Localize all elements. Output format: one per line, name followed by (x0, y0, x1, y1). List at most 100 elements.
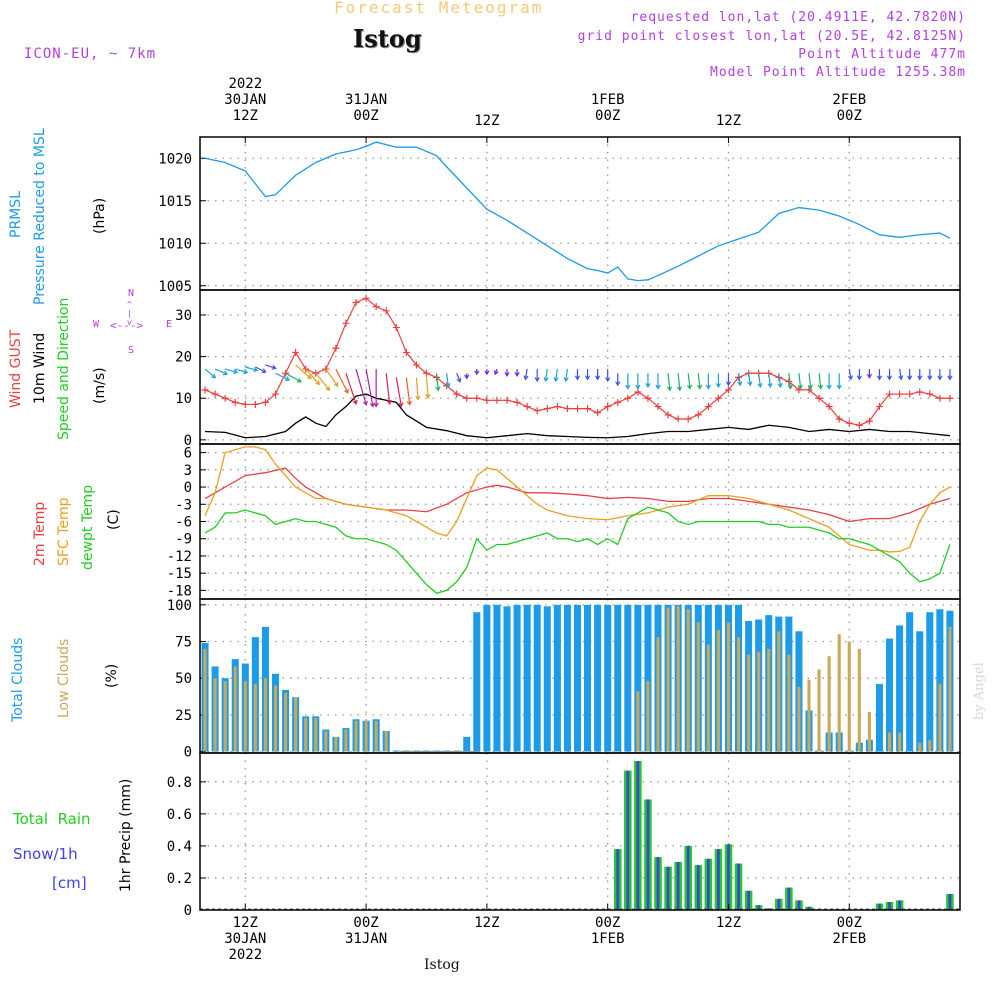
top-tick-hour: 00Z (595, 108, 621, 124)
low-cloud-bar (787, 654, 791, 752)
wind-direction-arrowhead (697, 384, 703, 390)
wind-direction-arrowhead (222, 370, 229, 376)
wind-direction-arrowhead (514, 372, 520, 378)
top-tick-day: 1FEB (590, 92, 625, 108)
low-cloud-bar (374, 720, 378, 752)
total-cloud-bar (463, 736, 471, 752)
wind-direction-arrow (544, 368, 548, 382)
temperature-ytick-label: -9 (175, 532, 192, 548)
top-tick-label: 1FEB 00Z (568, 92, 648, 124)
low-cloud-bar (716, 629, 720, 752)
wind-gust-marker (503, 396, 511, 404)
wind-gust-marker (382, 307, 390, 315)
wind-gust-marker (795, 386, 803, 394)
wind-direction-arrowhead (715, 383, 721, 389)
wind-gust-marker (352, 298, 360, 306)
top-tick-hour: 00Z (836, 108, 862, 124)
wind-direction-arrowhead (344, 388, 349, 394)
wind-direction-arrowhead (425, 393, 431, 399)
wind-direction-arrowhead (807, 384, 813, 390)
wind-direction-arrowhead (271, 364, 277, 370)
wind-direction-arrowhead (253, 367, 259, 373)
bottom-tick-day: 1FEB (590, 931, 625, 947)
wind-gust-marker (815, 394, 823, 402)
wind-direction-arrowhead (243, 369, 249, 375)
wind-direction-arrow (778, 373, 782, 387)
temperature-ytick-label: -12 (167, 549, 192, 565)
wind-gust-marker (463, 394, 471, 402)
requested-coords: requested lon,lat (20.4911E, 42.7820N) (630, 10, 966, 25)
wind-gust-marker (533, 407, 541, 415)
wind-gust-marker (886, 390, 894, 398)
wind-gust-marker (724, 386, 732, 394)
snow-bar (676, 861, 680, 910)
wind-direction-arrow (415, 377, 419, 400)
wind-gust-marker (292, 348, 300, 356)
wind-gust-marker (926, 390, 934, 398)
low-cloud-bar (777, 631, 781, 752)
wind-direction-arrowhead (285, 376, 291, 381)
wind-direction-arrowhead (415, 395, 421, 401)
wind-ytick-label: 30 (175, 308, 192, 324)
low-cloud-bar (867, 711, 871, 752)
wind-direction-arrow (758, 373, 761, 387)
total-cloud-bar (553, 604, 561, 752)
bottom-tick-day: 30JAN (224, 931, 267, 947)
total-cloud-bar (473, 612, 481, 752)
temperature-ytick-label: -15 (167, 566, 192, 582)
wind-gust-marker (473, 394, 481, 402)
top-tick-hour: 12Z (474, 113, 500, 129)
low-cloud-bar (273, 685, 278, 752)
wind-gust-marker (372, 303, 380, 311)
wind-direction-arrow (425, 377, 429, 398)
wind-gust-marker (674, 415, 682, 423)
wind-gust-marker (553, 403, 561, 411)
low-cloud-bar (364, 720, 368, 752)
wind-gust-marker (835, 415, 843, 423)
snow-bar (898, 900, 901, 910)
wind-gust-marker (453, 390, 461, 398)
wind-direction-arrow (265, 364, 276, 369)
total-cloud-bar (594, 604, 602, 752)
low-cloud-bar (696, 622, 700, 752)
snow-bar (666, 866, 670, 910)
top-tick-day: 2FEB (832, 92, 867, 108)
wind-direction-arrowhead (725, 381, 732, 387)
top-tick-label: 31JAN 00Z (326, 92, 406, 124)
low-cloud-bar (354, 720, 358, 752)
wind-direction-arrow (395, 377, 402, 407)
pressure-line (204, 141, 951, 282)
wind-gust-marker (302, 365, 310, 373)
bottom-tick-label: 12Z 30JAN 2022 (205, 915, 285, 963)
wind-direction-arrowhead (553, 377, 559, 383)
precip-ytick-label: 0.6 (167, 807, 192, 823)
wind-frame (199, 289, 961, 445)
total-cloud-bar (392, 750, 400, 752)
wind-direction-arrow (365, 368, 374, 407)
low-cloud-bar (384, 731, 388, 752)
wind-direction-arrowhead (362, 400, 368, 406)
low-cloud-bar (797, 687, 801, 752)
snow-bar (747, 890, 750, 910)
wind-gust-marker (271, 390, 279, 398)
wind-direction-arrow (305, 368, 320, 385)
temperature-ytick-label: -6 (175, 515, 192, 531)
wind-direction-arrowhead (595, 375, 601, 381)
wind-direction-arrowhead (504, 372, 510, 378)
total-cloud-bar (634, 604, 642, 752)
snow-bar (948, 893, 952, 910)
wind-direction-arrowhead (645, 383, 651, 389)
wind-gust-marker (936, 394, 944, 402)
total-cloud-bar (533, 604, 541, 752)
total-cloud-bar (573, 604, 582, 752)
wind-direction-arrow (245, 366, 258, 371)
snow-bar (686, 845, 690, 910)
low-cloud-bar (887, 732, 892, 752)
wind-direction-arrow (214, 368, 228, 375)
snow-bar (767, 908, 771, 910)
wind-direction-arrowhead (386, 399, 392, 405)
wind-gust-marker (714, 394, 722, 402)
snow-bar (757, 905, 761, 910)
low-cloud-bar (203, 648, 207, 752)
total-cloud-bar (644, 604, 652, 752)
